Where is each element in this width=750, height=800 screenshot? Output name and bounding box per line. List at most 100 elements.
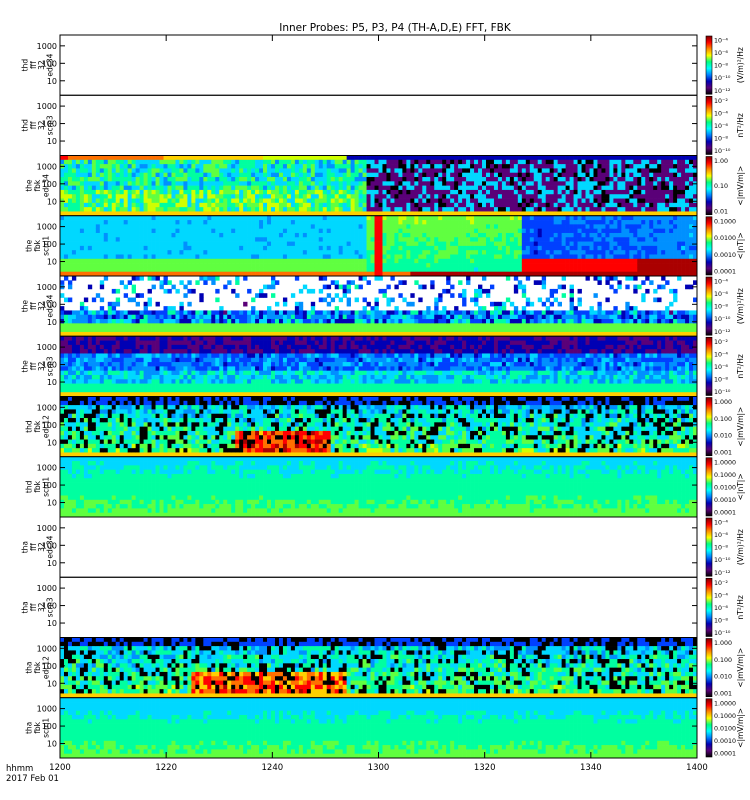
- heat-cell: [474, 241, 479, 247]
- heat-cell: [537, 254, 543, 260]
- heat-cell: [625, 258, 630, 264]
- heat-cell: [159, 172, 164, 178]
- heat-cell: [657, 232, 662, 238]
- heat-cell: [589, 254, 594, 260]
- heat-cell: [334, 202, 340, 208]
- heat-cell: [143, 189, 148, 195]
- heat-cell: [267, 327, 272, 333]
- heat-cell: [685, 207, 690, 212]
- heat-cell: [693, 159, 698, 165]
- heat-cell: [689, 164, 694, 169]
- heat-cell: [187, 159, 192, 165]
- heat-cell: [458, 267, 463, 273]
- heat-cell: [466, 267, 471, 273]
- heat-cell: [605, 263, 610, 268]
- heat-cell: [398, 250, 403, 255]
- heat-cell: [243, 198, 248, 204]
- heat-cell: [155, 228, 160, 234]
- heat-cell: [633, 202, 638, 208]
- heat-cell: [446, 271, 451, 277]
- heat-cell: [478, 194, 483, 199]
- heat-cell: [549, 198, 555, 204]
- heat-cell: [147, 207, 152, 212]
- heat-cell: [302, 189, 308, 195]
- heat-cell: [509, 207, 515, 212]
- heat-cell: [629, 263, 634, 268]
- heat-cell: [227, 185, 232, 191]
- heat-cell: [485, 263, 491, 268]
- heat-cell: [537, 267, 543, 273]
- heat-cell: [87, 164, 93, 169]
- heat-cell: [255, 185, 260, 191]
- heat-cell: [545, 159, 551, 165]
- heat-cell: [83, 168, 89, 174]
- heat-cell: [422, 267, 427, 273]
- heat-cell: [183, 254, 188, 260]
- heat-cell: [111, 194, 117, 199]
- heat-cell: [314, 220, 320, 225]
- heat-cell: [517, 241, 523, 247]
- heat-cell: [478, 228, 483, 234]
- heat-cell: [263, 331, 268, 337]
- heat-cell: [346, 207, 351, 212]
- heat-cell: [290, 207, 296, 212]
- heat-cell: [414, 185, 419, 191]
- colorbar-unit-label: <|nT|>: [736, 232, 745, 259]
- heat-cell: [163, 254, 168, 260]
- heat-cell: [159, 224, 164, 230]
- heat-cell: [143, 155, 148, 161]
- heat-cell: [362, 250, 367, 255]
- heat-cell: [91, 211, 97, 217]
- heat-cell: [135, 228, 140, 234]
- heat-cell: [585, 181, 590, 186]
- heat-cell: [151, 327, 156, 333]
- panel: 100010010thdfff32edc3410⁻⁴10⁻⁶10⁻⁸10⁻¹⁰1…: [20, 34, 745, 96]
- heat-cell: [139, 168, 144, 174]
- heat-cell: [573, 263, 578, 268]
- heat-cell: [454, 168, 459, 174]
- heat-cell: [290, 194, 296, 199]
- heat-cell: [609, 181, 614, 186]
- heat-cell: [565, 232, 570, 238]
- heat-cell: [223, 327, 228, 333]
- heat-cell: [127, 254, 133, 260]
- heat-cell: [422, 168, 427, 174]
- heat-cell: [71, 267, 77, 273]
- heat-cell: [99, 331, 105, 337]
- heat-cell: [629, 258, 634, 264]
- heat-cell: [91, 215, 97, 221]
- heat-cell: [685, 185, 690, 191]
- heat-cell: [370, 254, 375, 260]
- heat-cell: [107, 164, 113, 169]
- heat-cell: [255, 211, 260, 217]
- heat-cell: [689, 159, 694, 165]
- heat-cell: [199, 189, 204, 195]
- heat-cell: [243, 232, 248, 238]
- heat-cell: [119, 327, 125, 333]
- heat-cell: [302, 207, 308, 212]
- heat-cell: [83, 224, 89, 230]
- heat-cell: [239, 155, 244, 161]
- heat-cell: [390, 250, 395, 255]
- heat-cell: [223, 211, 228, 217]
- heat-cell: [243, 172, 248, 178]
- heat-cell: [673, 215, 678, 221]
- heat-cell: [497, 267, 503, 273]
- heat-cell: [438, 185, 443, 191]
- heat-cell: [298, 232, 304, 238]
- heat-cell: [243, 241, 248, 247]
- heat-cell: [601, 224, 606, 230]
- heat-cell: [87, 220, 93, 225]
- heat-cell: [585, 207, 590, 212]
- heat-cell: [99, 314, 105, 320]
- heat-cell: [111, 301, 117, 307]
- heat-cell: [426, 194, 431, 199]
- heat-cell: [271, 168, 276, 174]
- heat-cell: [370, 198, 375, 204]
- heat-cell: [310, 207, 316, 212]
- heat-cell: [577, 224, 582, 230]
- heat-cell: [330, 164, 336, 169]
- heat-cell: [366, 207, 371, 212]
- heat-cell: [342, 241, 347, 247]
- heat-cell: [75, 241, 81, 247]
